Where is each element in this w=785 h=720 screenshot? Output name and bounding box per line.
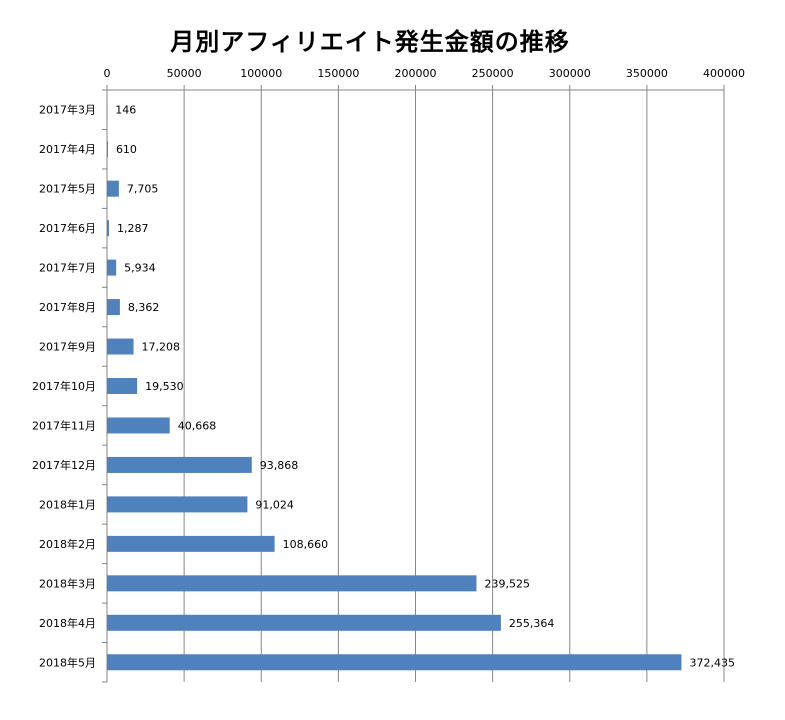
data-label: 5,934	[124, 262, 156, 275]
data-labels: 146 610 7,705 1,287 5,934 8,362 17,208 19,530 40…	[115, 104, 735, 670]
category-label: 2018年4月	[39, 616, 96, 630]
bar	[107, 456, 252, 473]
data-label: 17,208	[142, 341, 181, 354]
category-label: 2017年7月	[39, 261, 96, 275]
category-label: 2017年6月	[39, 221, 96, 235]
data-label: 108,660	[283, 538, 329, 551]
chart-title: 月別アフィリエイト発生金額の推移	[170, 28, 570, 56]
data-label: 372,435	[689, 656, 735, 669]
x-tick-label: 150000	[317, 67, 359, 80]
x-tick-label: 0	[104, 67, 111, 80]
x-tick-label: 400000	[703, 67, 745, 80]
bar	[107, 180, 119, 197]
category-labels: 2017年3月 2017年4月 2017年5月 2017年6月 2017年7月 2017年…	[32, 103, 96, 670]
data-label: 8,362	[128, 301, 159, 314]
data-label: 239,525	[484, 577, 529, 590]
category-label: 2017年4月	[39, 142, 96, 156]
x-tick-label: 350000	[626, 67, 668, 80]
data-label: 1,287	[117, 222, 149, 235]
x-tick-label: 50000	[167, 67, 202, 80]
category-label: 2018年1月	[39, 497, 96, 511]
data-label: 255,364	[509, 617, 554, 630]
bar	[107, 338, 134, 355]
data-label: 7,705	[127, 183, 159, 196]
bar	[107, 496, 248, 513]
category-label: 2017年9月	[39, 340, 96, 354]
gridlines	[183, 90, 725, 682]
bar	[107, 378, 138, 394]
data-label: 19,530	[145, 380, 184, 393]
data-label: 93,868	[260, 459, 299, 472]
data-label: 146	[115, 104, 136, 117]
category-label: 2017年12月	[32, 458, 96, 472]
bar	[107, 141, 108, 158]
category-label: 2018年2月	[39, 537, 96, 551]
x-tick-label: 200000	[395, 67, 437, 80]
data-label: 610	[116, 143, 137, 156]
category-label: 2017年10月	[32, 379, 96, 393]
x-tick-label: 250000	[472, 67, 514, 80]
bars	[107, 101, 682, 671]
axes	[102, 85, 725, 683]
bar	[107, 259, 117, 276]
bar	[107, 614, 501, 631]
bar	[107, 299, 120, 316]
bar	[107, 417, 170, 434]
x-tick-label: 300000	[549, 67, 591, 80]
category-label: 2017年8月	[39, 300, 96, 314]
bar	[107, 535, 275, 552]
bar	[107, 575, 477, 592]
x-tick-labels: 0 50000 100000 150000 200000 250000 300000 3500…	[104, 67, 746, 80]
bar	[107, 220, 109, 237]
category-label: 2017年5月	[39, 182, 96, 196]
data-label: 40,668	[178, 419, 217, 432]
x-tick-label: 100000	[240, 67, 282, 80]
category-label: 2017年3月	[39, 103, 96, 117]
bar	[107, 654, 682, 671]
category-label: 2018年3月	[39, 576, 96, 590]
category-label: 2017年11月	[32, 418, 96, 432]
data-label: 91,024	[255, 498, 294, 511]
category-label: 2018年5月	[39, 655, 96, 669]
